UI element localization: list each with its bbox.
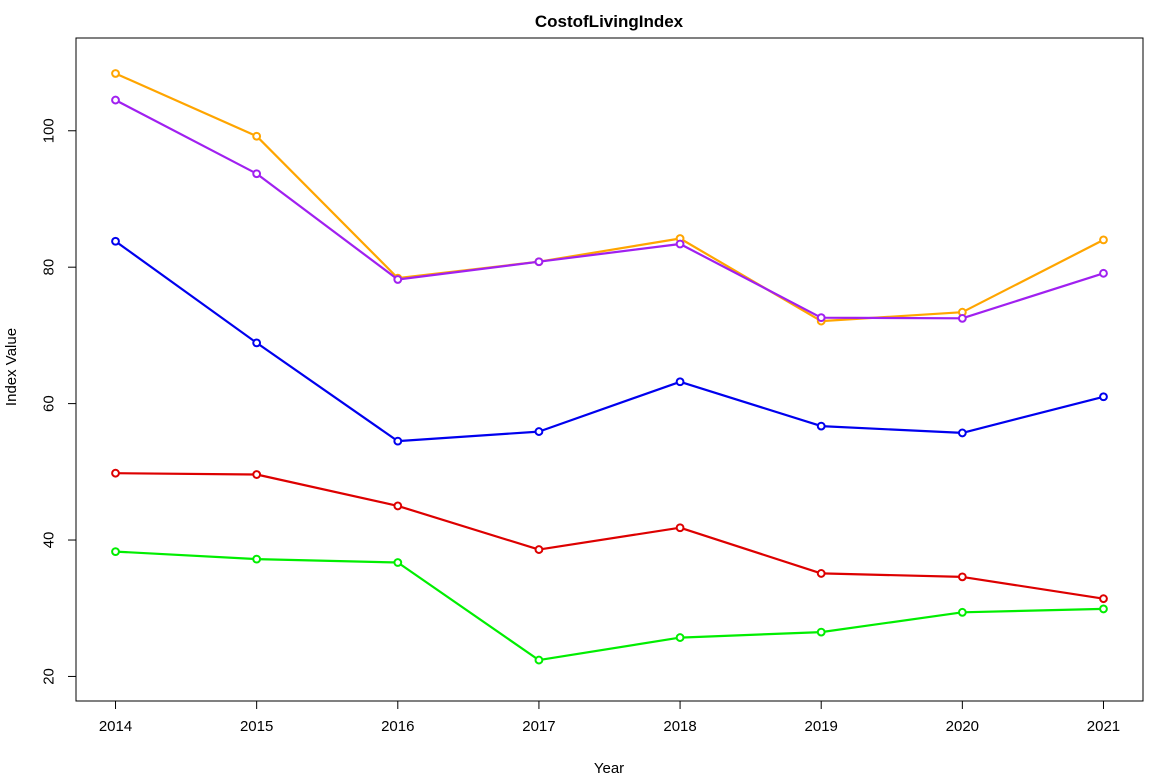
x-tick-label: 2020 xyxy=(946,718,979,735)
plot-frame xyxy=(75,37,1144,702)
data-point xyxy=(534,427,544,436)
x-tick-label: 2016 xyxy=(381,718,414,735)
data-point xyxy=(534,545,544,554)
data-point xyxy=(393,501,403,511)
data-point xyxy=(252,169,262,179)
data-point xyxy=(816,313,826,323)
data-point xyxy=(534,257,544,267)
chart-title: CostofLivingIndex xyxy=(535,12,684,31)
y-axis: 20 40 60 80 100 xyxy=(41,118,77,685)
data-point xyxy=(1099,392,1108,402)
data-point xyxy=(675,523,685,533)
data-point xyxy=(111,95,120,105)
data-point xyxy=(816,421,826,431)
x-axis: 2014 2015 2016 2017 2018 2019 2020 2021 xyxy=(99,700,1120,735)
data-point xyxy=(957,572,967,582)
x-tick-label: 2017 xyxy=(522,718,555,735)
data-point xyxy=(252,338,262,348)
x-tick-label: 2018 xyxy=(663,718,696,735)
data-point xyxy=(816,569,826,578)
data-point xyxy=(675,239,685,249)
series-2 xyxy=(111,95,1108,323)
series-3 xyxy=(111,236,1108,446)
series-line xyxy=(114,99,1104,320)
series-line xyxy=(115,72,1105,323)
data-point xyxy=(534,655,544,665)
data-point xyxy=(1099,268,1108,278)
x-tick-label: 2021 xyxy=(1087,718,1120,735)
data-point xyxy=(816,627,826,637)
x-tick-label: 2019 xyxy=(805,718,838,735)
data-point xyxy=(393,558,403,567)
series-4 xyxy=(111,468,1108,604)
y-tick-label: 60 xyxy=(41,395,58,412)
data-point xyxy=(1099,604,1108,614)
x-axis-label: Year xyxy=(594,760,624,776)
y-tick-label: 40 xyxy=(41,532,58,549)
x-tick-label: 2014 xyxy=(99,718,132,735)
series-line xyxy=(114,240,1104,443)
y-tick-label: 80 xyxy=(41,259,58,276)
y-tick-label: 100 xyxy=(41,118,58,143)
series-line xyxy=(115,472,1104,600)
data-point xyxy=(252,131,262,141)
data-point xyxy=(393,436,403,446)
data-point xyxy=(393,275,403,284)
data-point xyxy=(111,69,120,78)
data-point xyxy=(957,607,967,617)
data-point xyxy=(111,547,120,557)
x-tick-label: 2015 xyxy=(240,718,273,735)
data-point xyxy=(1099,594,1108,604)
data-point xyxy=(957,313,967,323)
series-layer xyxy=(111,69,1108,665)
data-point xyxy=(111,236,120,246)
series-5 xyxy=(111,547,1108,665)
data-point xyxy=(957,428,967,438)
series-1 xyxy=(111,69,1108,326)
data-point xyxy=(675,377,685,387)
data-point xyxy=(252,554,262,564)
y-tick-label: 20 xyxy=(41,668,58,685)
data-point xyxy=(675,633,685,642)
y-axis-label: Index Value xyxy=(3,328,20,406)
series-line xyxy=(115,550,1104,662)
data-point xyxy=(252,470,262,479)
data-point xyxy=(111,468,120,478)
data-point xyxy=(1099,235,1108,245)
